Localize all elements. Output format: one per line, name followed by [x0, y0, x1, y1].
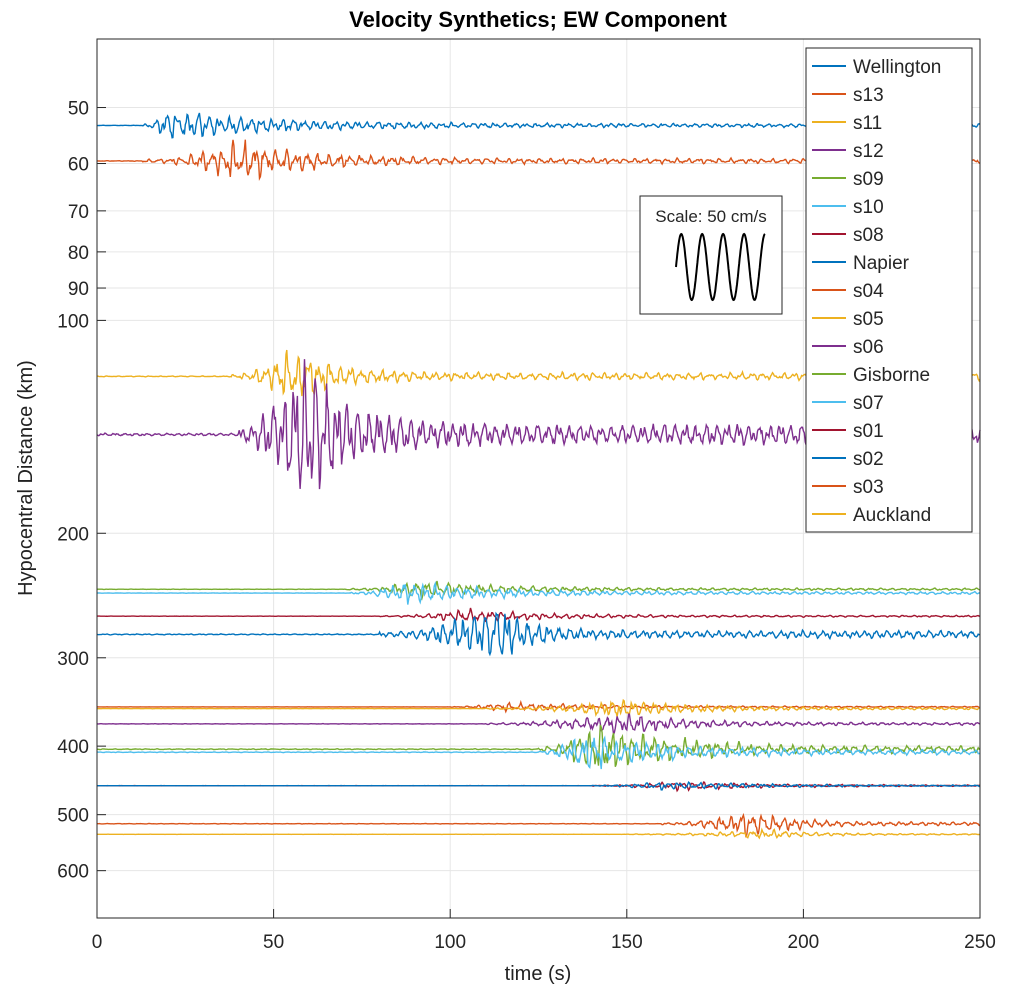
plot-frame [96, 38, 981, 919]
legend-entry: s11 [853, 113, 882, 134]
trace-s10 [97, 580, 981, 605]
legend-entry: s03 [853, 477, 884, 498]
trace-s02 [97, 781, 981, 791]
y-tick-label: 400 [57, 737, 89, 758]
x-tick-label: 150 [611, 932, 643, 953]
legend-entry: s02 [853, 449, 884, 470]
y-tick-label: 600 [57, 862, 89, 883]
trace-gisborne [96, 724, 981, 767]
legend-entry: s09 [853, 169, 884, 190]
y-tick-label: 100 [57, 311, 89, 332]
y-tick-label: 70 [68, 202, 89, 223]
x-tick-label: 200 [788, 932, 820, 953]
x-tick-label: 0 [92, 932, 103, 953]
legend-entry: s07 [853, 393, 884, 414]
x-axis-label: time (s) [505, 963, 572, 985]
legend-entry: s12 [853, 141, 884, 162]
y-axis-label: Hypocentral Distance (km) [15, 360, 37, 596]
legend-entry: Wellington [853, 57, 941, 78]
y-tick-label: 80 [68, 243, 89, 264]
x-tick-label: 100 [434, 932, 466, 953]
axes: 0 50 100 150 200 250 50 60 70 80 90 100 200 300 400 500… [57, 38, 996, 953]
trace-napier [96, 611, 981, 657]
trace-s03 [97, 812, 981, 838]
x-tick-label: 250 [964, 932, 996, 953]
x-tick-label: 50 [263, 932, 284, 953]
y-tick-label: 300 [57, 649, 89, 670]
scale-label: Scale: 50 cm/s [655, 207, 767, 226]
trace-s09 [96, 580, 981, 601]
chart-title: Velocity Synthetics; EW Component [349, 7, 727, 32]
trace-s05 [96, 698, 981, 717]
legend-entry: s05 [853, 309, 884, 330]
trace-s06 [97, 713, 981, 735]
legend-entry: s06 [853, 337, 884, 358]
scale-wave [675, 232, 766, 302]
legend-entry: Gisborne [853, 365, 930, 386]
legend-entry: s01 [853, 421, 884, 442]
legend-entry: s04 [853, 281, 884, 302]
y-tick-label: 90 [68, 279, 89, 300]
legend-entry: s08 [853, 225, 884, 246]
scale-box: Scale: 50 cm/s [639, 195, 783, 315]
y-tick-label: 500 [57, 806, 89, 827]
legend-entry: s13 [853, 85, 884, 106]
trace-s07 [97, 735, 981, 770]
y-tick-label: 50 [68, 99, 89, 120]
legend: Wellington s13 s11 s12 s09 s10 s08 Napier s04 s05… [805, 47, 973, 533]
y-tick-label: 60 [68, 155, 89, 176]
legend-entry: s10 [853, 197, 884, 218]
trace-s08 [96, 607, 981, 623]
legend-entry: Auckland [853, 505, 931, 526]
legend-entry: Napier [853, 253, 910, 274]
trace-auckland [96, 827, 981, 840]
y-tick-label: 200 [57, 524, 89, 545]
